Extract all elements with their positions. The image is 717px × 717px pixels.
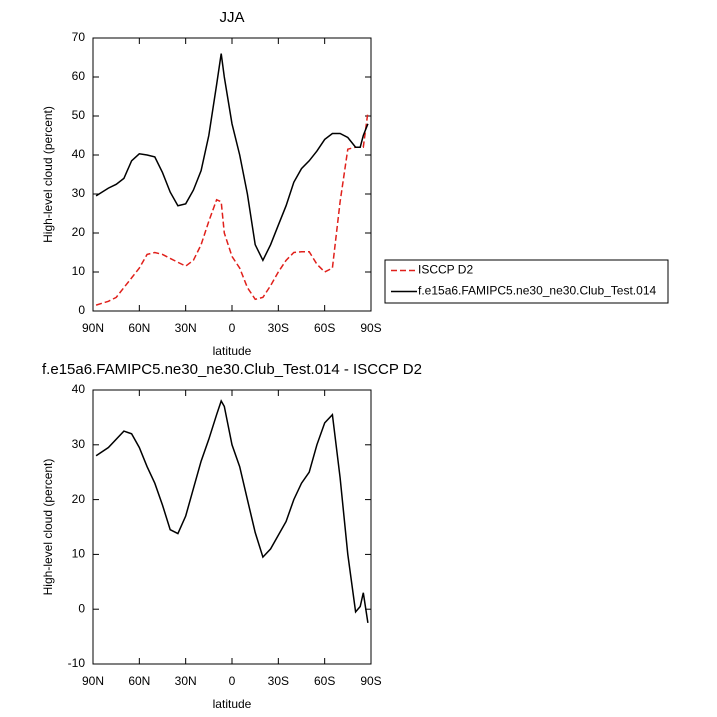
y-tick-label: 20 — [72, 225, 86, 239]
x-tick-label: 0 — [229, 674, 236, 688]
x-tick-label: 60S — [314, 321, 335, 335]
x-tick-label: 60S — [314, 674, 335, 688]
y-tick-label: 20 — [72, 492, 86, 506]
chart-title: JJA — [219, 9, 244, 26]
data-line — [95, 399, 369, 624]
x-tick-label: 30N — [175, 321, 197, 335]
x-tick-label: 0 — [229, 321, 236, 335]
x-tick-label: 60N — [128, 674, 150, 688]
x-tick-label: 90S — [360, 321, 381, 335]
y-tick-label: 70 — [72, 30, 86, 44]
legend-box — [384, 259, 669, 304]
legend-label: f.e15a6.FAMIPC5.ne30_ne30.Club_Test.014 — [418, 284, 656, 298]
data-line — [95, 53, 369, 262]
plot-frame — [92, 37, 372, 312]
x-tick-label: 60N — [128, 321, 150, 335]
y-axis-label: High-level cloud (percent) — [41, 106, 55, 243]
y-tick-label: 10 — [72, 264, 86, 278]
y-tick-label: 0 — [78, 601, 85, 615]
x-tick-label: 30N — [175, 674, 197, 688]
y-tick-label: 30 — [72, 437, 86, 451]
y-tick-label: 40 — [72, 382, 86, 396]
y-tick-label: -10 — [68, 656, 86, 670]
y-tick-label: 0 — [78, 303, 85, 317]
x-axis-label: latitude — [213, 697, 252, 711]
x-tick-label: 90S — [360, 674, 381, 688]
x-tick-label: 30S — [268, 321, 289, 335]
x-tick-label: 90N — [82, 674, 104, 688]
plot-frame — [92, 389, 372, 665]
y-tick-label: 40 — [72, 147, 86, 161]
y-tick-label: 10 — [72, 547, 86, 561]
x-tick-label: 90N — [82, 321, 104, 335]
y-tick-label: 50 — [72, 108, 86, 122]
x-tick-label: 30S — [268, 674, 289, 688]
chart-title: f.e15a6.FAMIPC5.ne30_ne30.Club_Test.014 … — [42, 361, 422, 378]
legend-label: ISCCP D2 — [418, 263, 473, 277]
y-tick-label: 60 — [72, 69, 86, 83]
y-axis-label: High-level cloud (percent) — [41, 459, 55, 596]
x-axis-label: latitude — [213, 344, 252, 358]
y-tick-label: 30 — [72, 186, 86, 200]
data-line — [95, 112, 369, 306]
